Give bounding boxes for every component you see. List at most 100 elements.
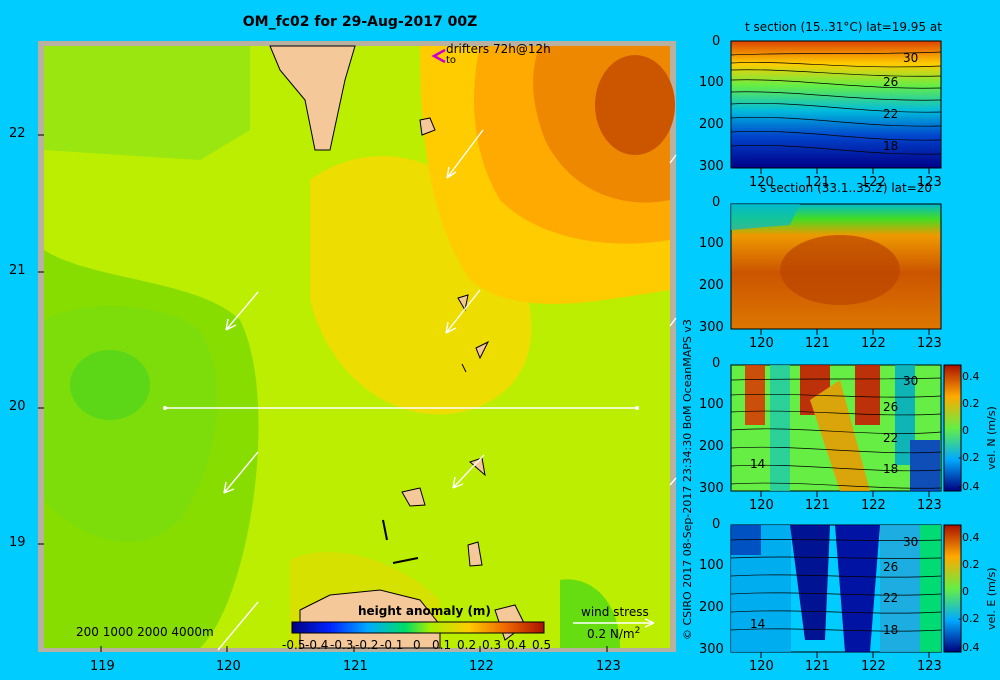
wind-stress-arrows [217, 129, 677, 651]
lon-tick: 123 [596, 659, 621, 674]
t-section-plot [730, 40, 942, 169]
lat-tick: 22 [9, 126, 26, 141]
ve-colorbar-tick: 0 [962, 585, 969, 598]
contour-label: 14 [750, 457, 766, 471]
contour-label: 26 [883, 75, 899, 89]
wind-value-text: 0.2 N/m [587, 627, 635, 641]
drifters-sublabel: to [446, 55, 457, 66]
ve-colorbar [943, 524, 962, 653]
lon-tick: 123 [917, 659, 942, 674]
depth-tick: 300 [699, 320, 724, 335]
contour-label: 26 [883, 400, 899, 414]
depth-tick: 300 [699, 159, 724, 174]
colorbar-tick: -0.5 [282, 638, 306, 652]
contour-label: 14 [750, 617, 766, 631]
colorbar-tick: 0.1 [432, 638, 452, 652]
ve-colorbar-label: vel. E (m/s) [985, 567, 998, 630]
wind-stress-label: wind stress [581, 605, 649, 619]
lon-tick: 120 [749, 498, 774, 513]
contour-label: 22 [883, 107, 899, 121]
colorbar-tick: 0.2 [457, 638, 477, 652]
colorbar-tick: 0 [413, 638, 421, 652]
ve-colorbar-tick: 0.4 [962, 531, 980, 544]
depth-tick: 0 [712, 517, 721, 532]
contour-label: 18 [883, 462, 899, 476]
lon-tick: 120 [749, 175, 774, 190]
depth-tick: 100 [699, 75, 724, 90]
lon-tick: 120 [216, 659, 241, 674]
drifters-label: drifters 72h@12h [446, 42, 551, 56]
colorbar-title: height anomaly (m) [358, 604, 491, 618]
t-section-title: t section (15..31°C) lat=19.95 at [745, 20, 942, 34]
ssh-colorbar [291, 621, 545, 634]
vn-colorbar-label: vel. N (m/s) [985, 406, 998, 470]
colorbar-tick: 0.5 [532, 638, 552, 652]
depth-tick: 200 [699, 117, 724, 132]
lon-tick: 121 [805, 336, 830, 351]
lon-tick: 121 [805, 175, 830, 190]
depth-tick: 100 [699, 558, 724, 573]
lon-tick: 119 [90, 659, 115, 674]
ve-colorbar-tick: 0.2 [962, 558, 980, 571]
s-section-title: s section (33.1..35.2) lat=20 [760, 181, 933, 195]
depth-tick: 0 [712, 195, 721, 210]
contour-label: 30 [903, 374, 919, 388]
depth-tick: 300 [699, 481, 724, 496]
contour-label: 22 [883, 431, 899, 445]
depth-tick: 200 [699, 600, 724, 615]
ve-colorbar-tick: -0.2 [958, 612, 980, 625]
credit-text: © CSIRO 2017 08-Sep-2017 23:34:30 BoM Oc… [681, 319, 694, 640]
colorbar-tick: -0.1 [380, 638, 404, 652]
contour-label: 30 [903, 535, 919, 549]
lat-tick: 21 [9, 263, 26, 278]
vn-colorbar-tick: -0.4 [958, 480, 980, 493]
lon-tick: 121 [805, 659, 830, 674]
depth-tick: 300 [699, 642, 724, 657]
map-title: OM_fc02 for 29-Aug-2017 00Z [242, 14, 478, 30]
depth-tick: 200 [699, 278, 724, 293]
lon-tick: 122 [861, 659, 886, 674]
lon-tick: 122 [861, 175, 886, 190]
lat-tick: 19 [9, 535, 26, 550]
ve-colorbar-tick: -0.4 [958, 641, 980, 654]
depth-legend: 200 1000 2000 4000m [76, 625, 214, 639]
lat-tick: 20 [9, 399, 26, 414]
lon-tick: 121 [805, 498, 830, 513]
ssh-high-eddy [595, 55, 675, 155]
lon-tick: 120 [749, 336, 774, 351]
depth-tick: 100 [699, 236, 724, 251]
contour-label: 30 [903, 51, 919, 65]
vn-colorbar-tick: -0.2 [958, 451, 980, 464]
vn-colorbar-tick: 0.4 [962, 370, 980, 383]
lon-tick: 123 [917, 175, 942, 190]
depth-tick: 200 [699, 439, 724, 454]
lon-tick: 121 [343, 659, 368, 674]
vn-colorbar-tick: 0.2 [962, 397, 980, 410]
lon-tick: 122 [469, 659, 494, 674]
contour-label: 22 [883, 591, 899, 605]
depth-tick: 0 [712, 356, 721, 371]
colorbar-tick: -0.3 [330, 638, 354, 652]
wind-stress-value: 0.2 N/m2 [587, 626, 640, 641]
colorbar-tick: 0.4 [507, 638, 527, 652]
vn-colorbar-tick: 0 [962, 424, 969, 437]
wind-value-exp: 2 [634, 626, 641, 636]
wind-legend-arrow [573, 618, 655, 628]
depth-tick: 100 [699, 397, 724, 412]
drifter-icon [431, 48, 446, 64]
lon-tick: 120 [749, 659, 774, 674]
contour-label: 18 [883, 623, 899, 637]
depth-tick: 0 [712, 34, 721, 49]
colorbar-tick: 0.3 [482, 638, 502, 652]
lon-tick: 123 [917, 336, 942, 351]
taiwan-land [269, 45, 356, 151]
lon-tick: 123 [917, 498, 942, 513]
colorbar-tick: -0.4 [305, 638, 329, 652]
lon-tick: 122 [861, 498, 886, 513]
colorbar-tick: -0.2 [355, 638, 379, 652]
contour-label: 18 [883, 139, 899, 153]
contour-label: 26 [883, 560, 899, 574]
lon-tick: 122 [861, 336, 886, 351]
vn-colorbar [943, 364, 962, 492]
